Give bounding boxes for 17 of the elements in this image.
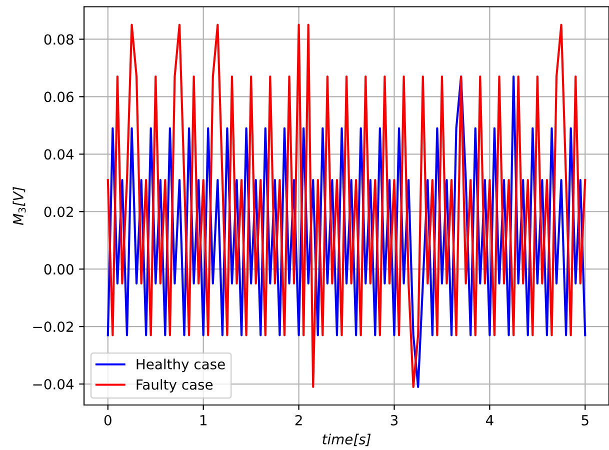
x-tick-label: 4 — [486, 415, 494, 426]
x-axis-title: time[s] — [322, 434, 371, 446]
x-tick-label: 1 — [200, 415, 206, 426]
y-tick-label: −0.04 — [33, 378, 74, 390]
y-tick-label: 0.00 — [44, 264, 74, 275]
y-tick-label: 0.02 — [44, 206, 73, 218]
y-tick-label: 0.06 — [44, 92, 74, 102]
x-tick-label: 2 — [295, 414, 302, 426]
x-tick-label: 3 — [390, 414, 398, 426]
y-tick-label: −0.02 — [33, 322, 73, 332]
y-tick-label: 0.04 — [44, 149, 74, 160]
y-axis-title: M$_{3}$[V] — [12, 187, 26, 226]
legend-label: Healthy case — [136, 358, 225, 372]
legend-label: Faulty case — [136, 379, 213, 392]
y-tick-label: 0.08 — [44, 34, 74, 45]
x-tick-label: 0 — [104, 414, 112, 426]
x-tick-label: 5 — [582, 415, 588, 426]
